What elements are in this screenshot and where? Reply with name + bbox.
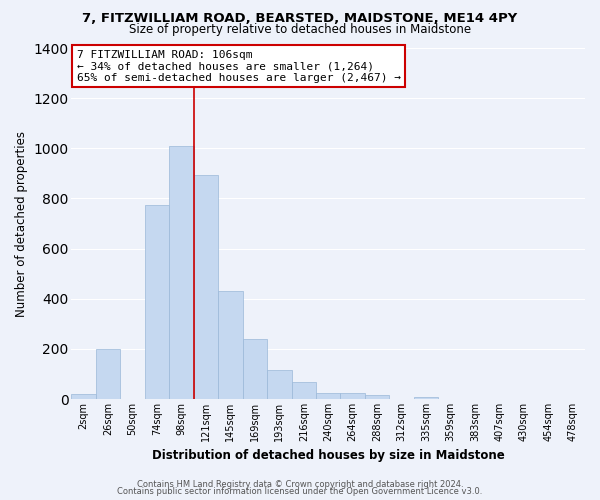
Bar [145,205,169,399]
Bar [218,292,242,399]
Bar [365,396,389,399]
Bar [169,146,194,399]
Text: Size of property relative to detached houses in Maidstone: Size of property relative to detached ho… [129,22,471,36]
Bar [267,370,292,399]
Bar [292,382,316,399]
Text: 7 FITZWILLIAM ROAD: 106sqm
← 34% of detached houses are smaller (1,264)
65% of s: 7 FITZWILLIAM ROAD: 106sqm ← 34% of deta… [77,50,401,83]
Bar [340,393,365,399]
Bar [96,349,121,399]
Bar [242,339,267,399]
Bar [194,174,218,399]
Y-axis label: Number of detached properties: Number of detached properties [15,130,28,316]
Bar [316,393,340,399]
Text: 7, FITZWILLIAM ROAD, BEARSTED, MAIDSTONE, ME14 4PY: 7, FITZWILLIAM ROAD, BEARSTED, MAIDSTONE… [82,12,518,26]
Bar [71,394,96,399]
X-axis label: Distribution of detached houses by size in Maidstone: Distribution of detached houses by size … [152,450,505,462]
Text: Contains HM Land Registry data © Crown copyright and database right 2024.: Contains HM Land Registry data © Crown c… [137,480,463,489]
Bar [414,396,438,399]
Text: Contains public sector information licensed under the Open Government Licence v3: Contains public sector information licen… [118,487,482,496]
